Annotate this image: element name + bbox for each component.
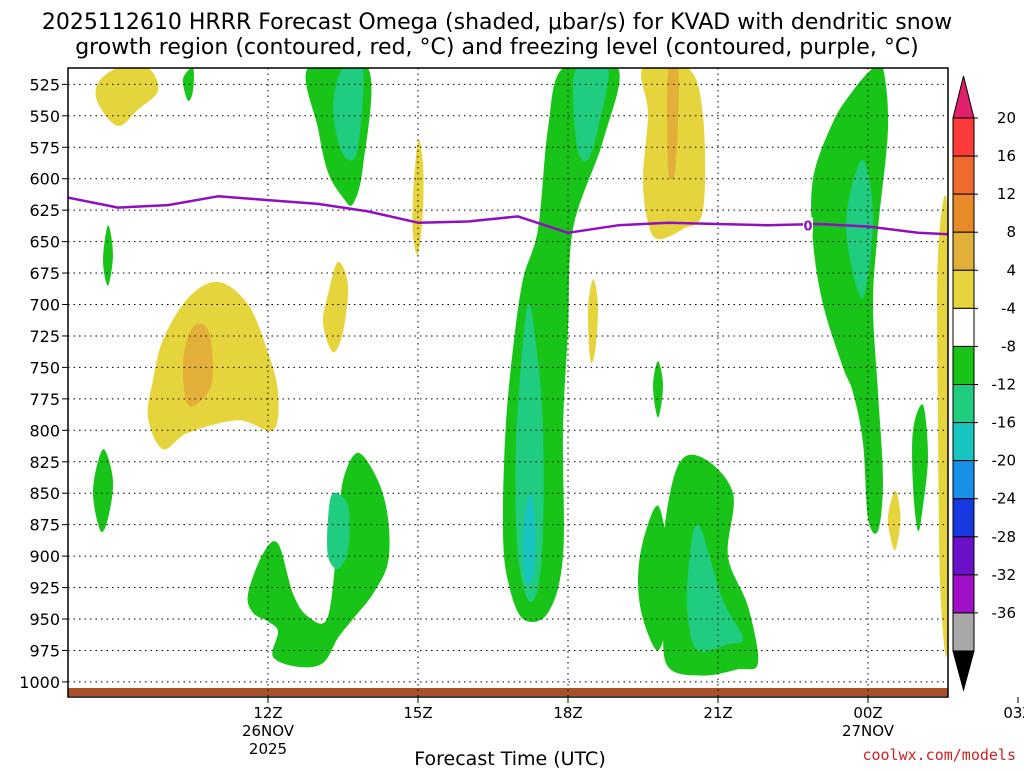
x-tick-date-12Z: 26NOV	[242, 722, 295, 740]
colorbar-label-2: 12	[997, 185, 1016, 203]
x-tick-label-18Z: 18Z	[553, 704, 582, 722]
y-tick-label-1000: 1000	[19, 673, 60, 692]
colorbar-bin-0	[952, 117, 975, 157]
x-tick-year-12Z: 2025	[249, 740, 287, 758]
y-tick-label-725: 725	[29, 327, 60, 346]
y-tick-label-575: 575	[29, 138, 60, 157]
omega-region-16	[638, 505, 670, 651]
y-tick-label-775: 775	[29, 390, 60, 409]
colorbar-label-8: -16	[992, 414, 1017, 432]
omega-region-24	[572, 68, 609, 162]
x-tick-label-21Z: 21Z	[703, 704, 732, 722]
colorbar-label-7: -12	[992, 376, 1017, 394]
omega-region-27	[522, 493, 536, 585]
y-tick-label-650: 650	[29, 233, 60, 252]
y-tick-label-750: 750	[29, 358, 60, 377]
colorbar-bin-4	[952, 269, 975, 309]
omega-region-9	[937, 195, 948, 658]
omega-region-5	[587, 279, 599, 364]
x-tick-label-12Z: 12Z	[253, 704, 282, 722]
y-tick-label-675: 675	[29, 264, 60, 283]
colorbar-label-5: -4	[1001, 299, 1016, 317]
freezing-level-line	[68, 195, 948, 236]
omega-region-12	[92, 449, 114, 533]
omega-region-1	[147, 281, 279, 450]
colorbar-label-6: -8	[1001, 337, 1016, 355]
y-tick-label-625: 625	[29, 201, 60, 220]
y-tick-label-550: 550	[29, 107, 60, 126]
colorbar-bin-5	[952, 307, 975, 347]
y-tick-label-825: 825	[29, 453, 60, 472]
colorbar-label-10: -24	[992, 490, 1017, 508]
freezing-level-label-bg	[803, 217, 813, 234]
ground-bar	[68, 688, 948, 696]
colorbar-bin-6	[952, 345, 975, 385]
colorbar-label-0: 20	[997, 109, 1016, 127]
omega-region-26	[846, 159, 873, 299]
omega-region-21	[332, 68, 364, 161]
colorbar-label-1: 16	[997, 147, 1016, 165]
colorbar-label-12: -32	[992, 566, 1017, 584]
colorbar-bin-8	[952, 422, 975, 462]
omega-region-4	[412, 139, 424, 255]
ground-layer	[68, 688, 948, 696]
colorbar-bin-2	[952, 193, 975, 233]
omega-region-11	[103, 225, 113, 286]
x-tick-label-00Z: 00Z	[853, 704, 882, 722]
colorbar-bin-11	[952, 536, 975, 576]
x-axis-label: Forecast Time (UTC)	[414, 748, 605, 768]
x-tick-label-03Z: 03Z	[1003, 704, 1024, 722]
freezing-level-label: 0	[803, 219, 812, 234]
y-tick-label-900: 900	[29, 547, 60, 566]
y-tick-label-950: 950	[29, 610, 60, 629]
colorbar-bin-10	[952, 498, 975, 538]
colorbar: 20 16 12 8 4 -4 -8 -12 -16 -20 -24 -28 -32 -36	[952, 75, 1017, 692]
colorbar-bin-7	[952, 384, 975, 424]
colorbar-label-11: -28	[992, 528, 1017, 546]
y-tick-label-925: 925	[29, 579, 60, 598]
omega-shading-layer	[92, 68, 948, 676]
freezing-level-layer: 0	[68, 195, 948, 236]
y-tick-label-875: 875	[29, 516, 60, 535]
omega-region-8	[887, 490, 901, 551]
colorbar-bin-13	[952, 612, 975, 652]
y-tick-label-525: 525	[29, 75, 60, 94]
colorbar-bin-12	[952, 574, 975, 614]
y-tick-label-850: 850	[29, 484, 60, 503]
omega-region-22	[327, 492, 350, 569]
colorbar-bottom-arrow	[952, 650, 975, 692]
credit-text: coolwx.com/models	[862, 746, 1016, 764]
chart-title-line-1: 2025112610 HRRR Forecast Omega (shaded, …	[42, 10, 952, 35]
omega-region-3	[322, 261, 349, 353]
omega-region-18	[653, 361, 663, 418]
chart-title-line-2: growth region (contoured, red, °C) and f…	[75, 35, 919, 60]
plot-frame	[67, 67, 949, 698]
colorbar-label-3: 8	[1006, 223, 1016, 241]
omega-region-10	[182, 68, 194, 102]
colorbar-label-4: 4	[1006, 261, 1016, 279]
colorbar-label-13: -36	[992, 604, 1017, 622]
x-tick-label-15Z: 15Z	[403, 704, 432, 722]
y-axis-ticks: 525 550 575 600 625 650 675 700 725 750 775 800 825 8…	[19, 75, 68, 692]
gridlines	[68, 68, 948, 697]
omega-region-2	[182, 323, 213, 407]
colorbar-bin-1	[952, 155, 975, 195]
omega-region-20	[912, 404, 928, 532]
colorbar-bin-9	[952, 460, 975, 500]
omega-region-0	[95, 68, 159, 126]
y-tick-label-800: 800	[29, 421, 60, 440]
y-tick-label-600: 600	[29, 170, 60, 189]
y-tick-label-700: 700	[29, 296, 60, 315]
omega-region-7	[667, 68, 679, 180]
colorbar-bin-3	[952, 231, 975, 271]
omega-region-23	[515, 303, 544, 603]
colorbar-label-9: -20	[992, 452, 1017, 470]
x-tick-date-00Z: 27NOV	[842, 722, 895, 740]
omega-region-14	[247, 452, 390, 668]
y-tick-label-975: 975	[29, 641, 60, 660]
